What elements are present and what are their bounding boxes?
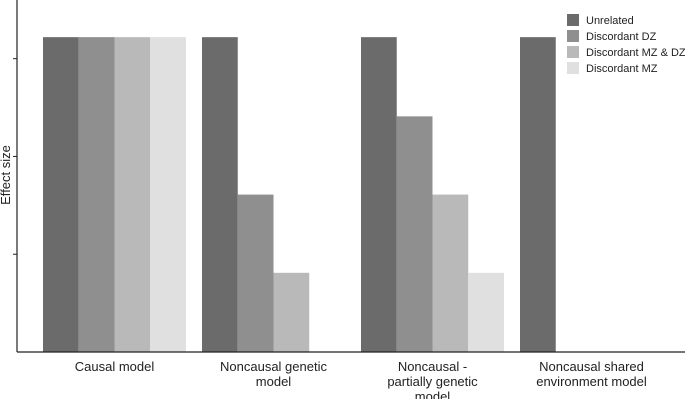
bar	[468, 272, 504, 352]
legend-swatch	[567, 14, 579, 26]
x-tick-label: Noncausal -partially genetic model	[387, 359, 478, 399]
legend-swatch	[567, 46, 579, 58]
bar	[78, 37, 115, 353]
bar	[114, 37, 151, 353]
bar	[520, 37, 556, 353]
bar	[361, 37, 397, 353]
legend-label: Discordant MZ	[586, 63, 658, 75]
bar	[237, 194, 274, 352]
y-axis-label: Effect size	[0, 145, 13, 205]
bar	[432, 194, 469, 352]
bar	[273, 272, 310, 352]
legend-label: Unrelated	[586, 15, 634, 27]
legend-label: Discordant DZ	[586, 31, 657, 43]
bar	[396, 116, 433, 352]
legend-label: Discordant MZ & DZ	[586, 47, 685, 59]
legend-swatch	[567, 30, 579, 42]
bar	[43, 37, 79, 353]
legend-swatch	[567, 62, 579, 74]
x-tick-label: Noncausal genetic model	[220, 359, 327, 389]
bar	[150, 37, 186, 353]
x-tick-label: Noncausal shared environment model	[536, 359, 647, 389]
bar	[202, 37, 238, 353]
x-tick-label: Causal model	[75, 359, 155, 374]
